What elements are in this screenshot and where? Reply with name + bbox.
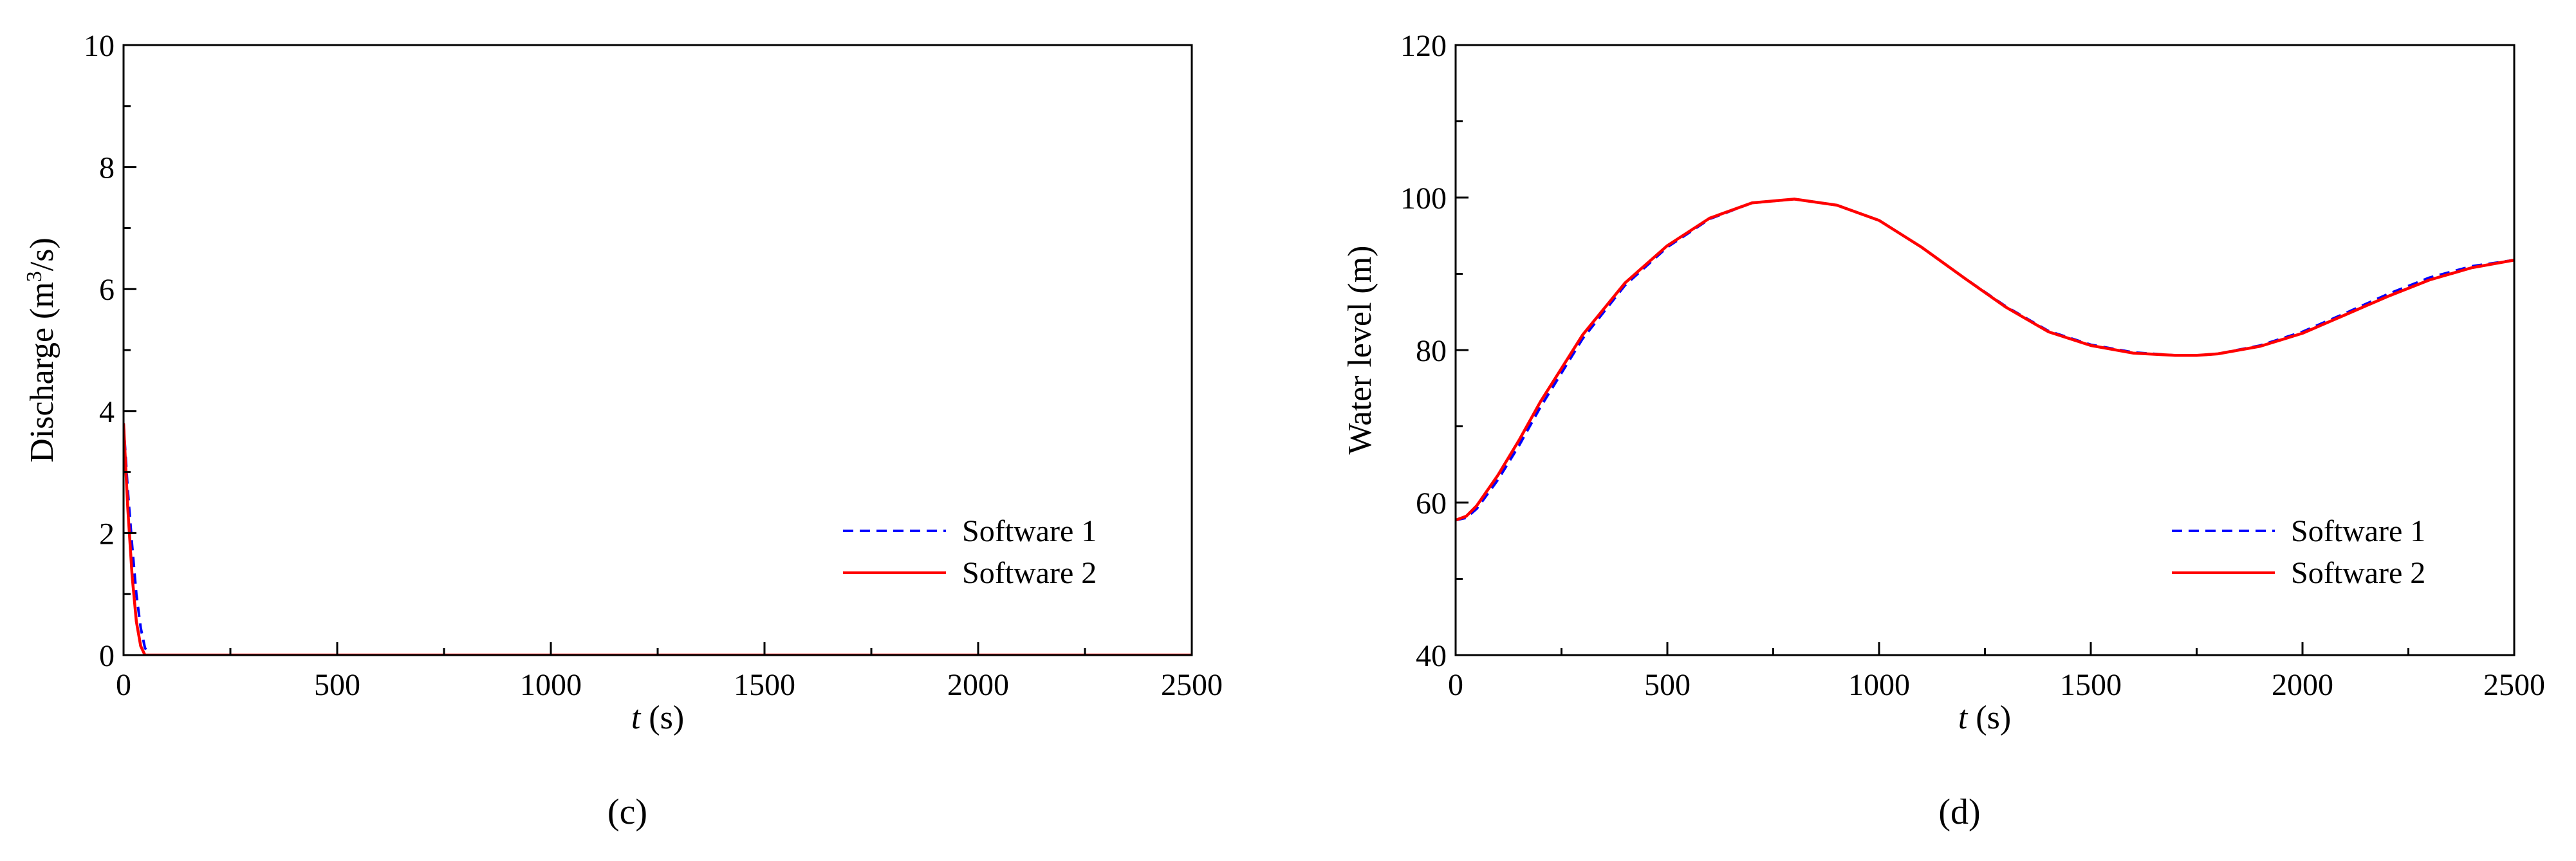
y-axis-label-d: Water level (m) (1342, 246, 1378, 455)
y-tick-label: 4 (99, 395, 115, 429)
ticks-c: 0 500 1000 1500 2000 2500 0 2 4 6 8 10 (84, 29, 1223, 702)
y-axis-label-c: Discharge (m3/s) (23, 237, 61, 463)
y-tick-label: 40 (1416, 639, 1447, 673)
x-tick-label: 2000 (2272, 668, 2333, 702)
legend-label-software-2: Software 2 (2291, 556, 2425, 590)
legend-label-software-1: Software 1 (962, 514, 1097, 548)
x-tick-label: 1000 (1848, 668, 1910, 702)
series-line-software-1 (1456, 198, 2514, 522)
legend-label-software-1: Software 1 (2291, 514, 2425, 548)
ticks-d: 0 500 1000 1500 2000 2500 40 60 80 100 120 (1400, 29, 2545, 702)
x-tick-label: 2500 (2483, 668, 2545, 702)
series-line-software-2 (1456, 198, 2514, 522)
x-tick-label: 500 (314, 668, 360, 702)
x-tick-label: 500 (1644, 668, 1691, 702)
y-tick-label: 2 (99, 517, 115, 551)
y-tick-label: 10 (84, 29, 115, 63)
x-tick-label: 2500 (1161, 668, 1223, 702)
x-axis-label-d: t (s) (1958, 699, 2011, 736)
x-tick-label: 1500 (2060, 668, 2122, 702)
y-tick-label: 80 (1416, 334, 1447, 368)
y-tick-label: 60 (1416, 486, 1447, 521)
y-tick-label: 6 (99, 273, 115, 307)
x-tick-label: 0 (116, 668, 131, 702)
y-tick-label: 100 (1400, 181, 1447, 216)
plot-area-d (1456, 198, 2514, 522)
x-tick-label: 1500 (734, 668, 795, 702)
legend-c: Software 1 Software 2 (843, 514, 1097, 590)
legend-d: Software 1 Software 2 (2172, 514, 2425, 590)
y-tick-label: 0 (99, 639, 115, 673)
y-tick-label: 8 (99, 151, 115, 185)
legend-label-software-2: Software 2 (962, 556, 1097, 590)
series-line-software-2 (124, 423, 1192, 655)
x-tick-label: 2000 (947, 668, 1009, 702)
plot-area-c (124, 423, 1192, 655)
x-tick-label: 1000 (520, 668, 582, 702)
chart-panel-d: 0 500 1000 1500 2000 2500 40 60 80 100 120 Softwar… (1342, 29, 2545, 832)
y-tick-label: 120 (1400, 29, 1447, 63)
panel-label-d: (d) (1938, 792, 1980, 832)
panel-label-c: (c) (607, 792, 647, 832)
x-axis-label-c: t (s) (631, 699, 684, 736)
x-tick-label: 0 (1448, 668, 1463, 702)
